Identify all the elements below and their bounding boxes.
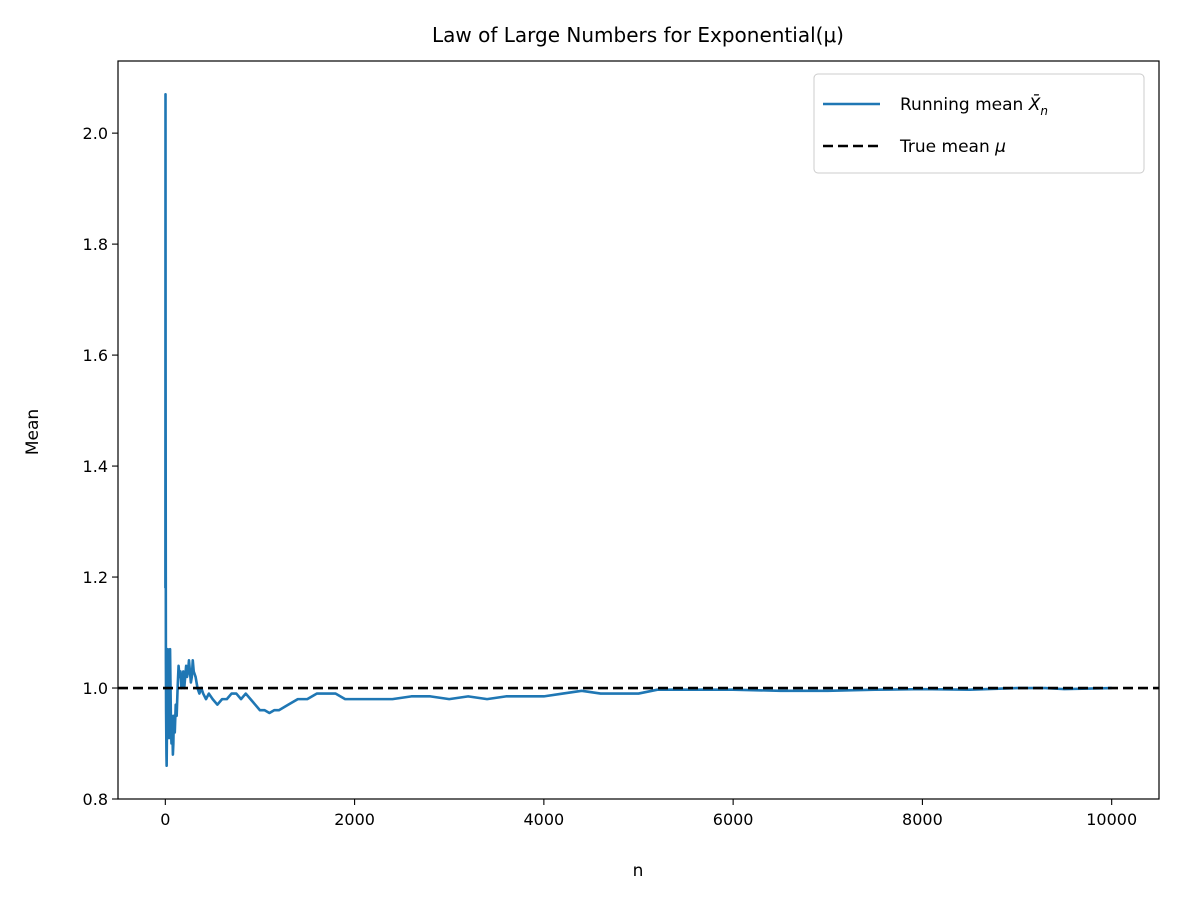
axes-frame <box>117 60 1160 800</box>
x-axis: 0 2000 4000 6000 8000 10000 <box>160 799 1137 829</box>
x-tick-label: 6000 <box>713 810 754 829</box>
legend-running-mean-main: Running mean <box>900 95 1029 115</box>
x-tick-label: 4000 <box>524 810 565 829</box>
series-layer <box>118 92 1159 768</box>
x-tick-label: 2000 <box>334 810 375 829</box>
x-axis-label: n <box>633 861 644 881</box>
legend-true-mean-main: True mean <box>899 137 995 157</box>
legend-true-mean-symbol: μ <box>994 137 1006 157</box>
axes-background <box>118 61 1159 799</box>
plot-area <box>117 60 1160 800</box>
y-tick-label: 1.0 <box>83 679 108 698</box>
series-running-mean-line <box>164 92 1112 768</box>
chart-title: Law of Large Numbers for Exponential(μ) <box>432 23 844 47</box>
legend-running-mean-subscript: n <box>1040 104 1048 118</box>
legend-running-mean-symbol: X̄ <box>1028 93 1041 115</box>
x-tick-label: 10000 <box>1086 810 1137 829</box>
x-tick-label: 0 <box>160 810 170 829</box>
y-tick-label: 1.4 <box>83 457 108 476</box>
y-tick-label: 1.6 <box>83 346 108 365</box>
legend-box <box>813 73 1145 174</box>
y-tick-label: 1.8 <box>83 235 108 254</box>
y-tick-label: 1.2 <box>83 568 108 587</box>
y-axis: 0.8 1.0 1.2 1.4 1.6 1.8 2.0 <box>83 124 118 809</box>
legend-label-true-mean: True mean μ <box>899 137 1006 157</box>
x-tick-label: 8000 <box>902 810 943 829</box>
y-tick-label: 2.0 <box>83 124 108 143</box>
legend: Running mean X̄n True mean μ <box>813 73 1145 174</box>
legend-label-running-mean: Running mean X̄n <box>900 93 1048 118</box>
y-tick-label: 0.8 <box>83 790 108 809</box>
y-axis-label: Mean <box>23 409 43 455</box>
